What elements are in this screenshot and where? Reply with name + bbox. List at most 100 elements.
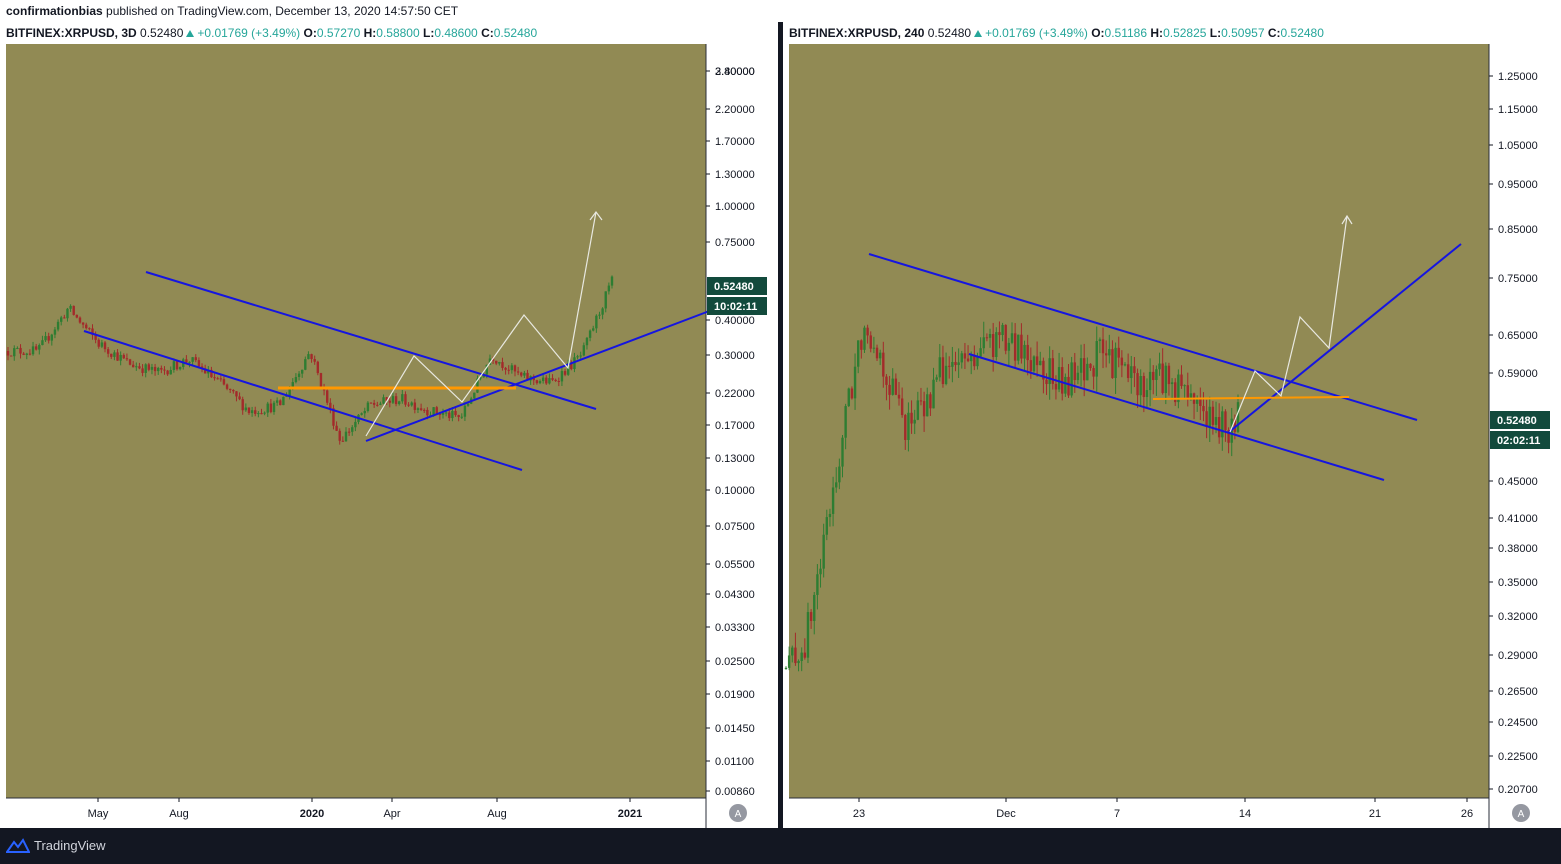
candle-body: [241, 399, 244, 411]
lower-channel-line[interactable]: [968, 353, 1385, 481]
projection-arrowhead[interactable]: [1341, 214, 1353, 225]
plot-area[interactable]: [789, 44, 1489, 798]
y-tick-label: 1.15000: [1498, 104, 1538, 116]
candle-body: [291, 382, 294, 389]
candle-body: [404, 394, 407, 405]
candle-body: [838, 466, 841, 483]
author-name[interactable]: confirmationbias: [6, 4, 103, 18]
footer-bar: TradingView: [0, 828, 1561, 864]
candle-body: [1233, 418, 1237, 432]
up-arrow-icon: [186, 30, 195, 37]
candle-body: [473, 392, 476, 399]
candle-body: [122, 354, 125, 359]
candle-body: [1004, 324, 1007, 351]
candle-body: [976, 356, 979, 367]
candle-body: [935, 377, 938, 380]
tradingview-logo-icon[interactable]: [6, 838, 30, 854]
candle-body: [282, 396, 285, 406]
candle-body: [929, 394, 932, 409]
plot-area[interactable]: [6, 44, 706, 798]
candle-body: [382, 397, 385, 404]
projection-arrowhead[interactable]: [589, 211, 603, 221]
brand-label[interactable]: TradingView: [34, 838, 106, 853]
candle-body: [1205, 411, 1208, 427]
candle-body: [288, 388, 291, 396]
countdown-label: [707, 297, 767, 315]
candle-body: [25, 353, 28, 355]
y-tick-label: 0.85000: [1498, 224, 1538, 236]
candle-body: [991, 334, 995, 358]
candle-body: [438, 413, 442, 415]
symbol-label[interactable]: BITFINEX:XRPUSD, 240: [789, 26, 925, 40]
auto-scale-button[interactable]: [1512, 804, 1530, 822]
x-tick-label: Dec: [996, 808, 1016, 820]
candle-body: [266, 403, 269, 413]
candle-body: [19, 347, 22, 354]
y-tick-label: 1.70000: [715, 136, 755, 148]
candle-body: [1073, 362, 1076, 381]
candle-body: [816, 574, 819, 595]
candle-body: [538, 381, 542, 384]
upper-channel-line[interactable]: [868, 253, 1418, 421]
lower-channel-line[interactable]: [83, 330, 523, 471]
candle-body: [338, 430, 341, 441]
candle-body: [1221, 411, 1224, 438]
candle-body: [100, 342, 104, 347]
candle-body: [847, 388, 850, 407]
candle-body: [94, 334, 97, 340]
candle-body: [53, 329, 57, 335]
candle-body: [1195, 398, 1199, 404]
chart-panel-240: BITFINEX:XRPUSD, 240 0.52480 +0.01769 (+3…: [783, 22, 1561, 828]
chart-header-3d: BITFINEX:XRPUSD, 3D 0.52480 +0.01769 (+3.…: [0, 22, 778, 44]
projection-path[interactable]: [1229, 215, 1348, 433]
candle-body: [34, 346, 38, 350]
last-price-text: 0.52480: [714, 281, 754, 293]
symbol-label[interactable]: BITFINEX:XRPUSD, 3D: [6, 26, 137, 40]
candle-body: [888, 384, 891, 395]
countdown-label: [1490, 431, 1550, 449]
support-trendline[interactable]: [1228, 243, 1462, 433]
candle-body: [460, 416, 463, 418]
x-tick-label: 23: [853, 808, 865, 820]
candle-body: [1227, 430, 1230, 443]
candle-body: [828, 513, 832, 518]
candle-body: [416, 408, 420, 410]
candle-body: [1211, 406, 1215, 425]
candle-body: [397, 401, 401, 405]
candle-body: [841, 437, 844, 467]
candle-body: [866, 327, 869, 336]
candle-body: [1101, 339, 1105, 354]
auto-scale-button[interactable]: [729, 804, 747, 822]
candle-body: [269, 403, 273, 413]
publication-bar: confirmationbias published on TradingVie…: [0, 0, 1561, 22]
upper-channel-line[interactable]: [145, 271, 597, 410]
candle-body: [897, 394, 901, 399]
y-tick-label: 0.32000: [1498, 611, 1538, 623]
candle-body: [1108, 349, 1111, 356]
candle-body: [916, 400, 920, 420]
candle-body: [166, 370, 169, 375]
candle-body: [1224, 411, 1227, 431]
horizontal-support-line[interactable]: [1152, 396, 1350, 400]
candle-body: [297, 373, 301, 378]
candle-body: [919, 400, 923, 402]
candle-body: [523, 372, 526, 376]
chart-panel-3d: BITFINEX:XRPUSD, 3D 0.52480 +0.01769 (+3.…: [0, 22, 778, 828]
candle-body: [85, 324, 88, 329]
candle-body: [28, 353, 32, 355]
candle-body: [1170, 382, 1174, 385]
candle-body: [926, 394, 929, 417]
projection-path[interactable]: [365, 211, 597, 437]
y-tick-label: 0.17000: [715, 420, 755, 432]
candle-body: [875, 347, 879, 359]
candle-body: [1136, 373, 1139, 396]
candle-body: [1117, 347, 1120, 358]
candle-body: [551, 378, 554, 380]
candle-body: [50, 334, 54, 341]
candle-body: [1054, 383, 1058, 390]
support-trendline[interactable]: [365, 309, 713, 442]
chart-240[interactable]: 1.25000 1.15000 1.05000 0.95000 0.85000 0.750…: [783, 44, 1561, 828]
candle-body: [479, 377, 482, 379]
candle-body: [885, 376, 888, 385]
